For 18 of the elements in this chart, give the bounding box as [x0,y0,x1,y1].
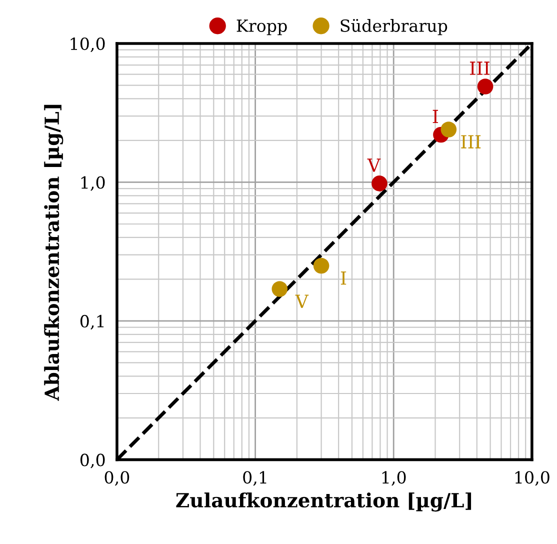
annotation: I [340,271,346,285]
annotation: I [432,110,438,124]
x-tick-label: 0,0 [104,471,130,486]
y-tick-label: 0,0 [80,454,105,468]
annotation: V [295,294,309,308]
y-axis-title: Ablaufkonzentration [µg/L] [44,104,64,401]
annotation: III [461,135,481,148]
x-tick-label: 10,0 [515,471,550,486]
x-tick-label: 1,0 [382,471,406,486]
legend-label: Kropp [236,20,287,36]
x-axis-title: Zulaufkonzentration [µg/L] [176,492,472,512]
y-tick-label: 1,0 [81,176,105,191]
x-tick-label: 0,1 [243,471,266,486]
y-tick-label: 0,1 [80,314,104,330]
legend-label: Süderbrarup [340,18,448,36]
annotation: V [367,158,381,172]
y-tick-label: 10,0 [70,37,105,52]
annotation: III [470,62,490,75]
